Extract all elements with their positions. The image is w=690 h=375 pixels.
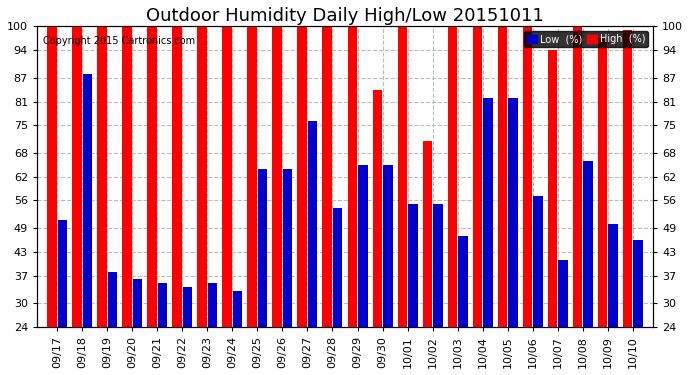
Bar [208,284,217,375]
Bar [533,196,543,375]
Bar [509,98,518,375]
Bar [584,161,593,375]
Bar [97,27,106,375]
Bar [433,204,443,375]
Bar [197,27,207,375]
Bar [523,27,532,375]
Bar [609,224,618,375]
Bar [483,98,493,375]
Bar [283,169,293,375]
Bar [397,27,407,375]
Bar [383,165,393,375]
Bar [297,27,307,375]
Bar [497,27,507,375]
Bar [183,287,193,375]
Bar [247,27,257,375]
Bar [408,204,417,375]
Bar [147,27,157,375]
Bar [158,284,167,375]
Bar [333,209,342,375]
Bar [233,291,242,375]
Bar [222,27,232,375]
Bar [633,240,643,375]
Text: Copyright 2015 Cartronics.com: Copyright 2015 Cartronics.com [43,36,195,45]
Title: Outdoor Humidity Daily High/Low 20151011: Outdoor Humidity Daily High/Low 20151011 [146,7,544,25]
Bar [358,165,368,375]
Bar [573,27,582,375]
Bar [132,279,142,375]
Bar [273,27,282,375]
Bar [258,169,267,375]
Bar [458,236,468,375]
Bar [47,27,57,375]
Bar [122,27,132,375]
Bar [423,141,432,375]
Bar [348,27,357,375]
Bar [172,27,181,375]
Bar [448,27,457,375]
Bar [473,27,482,375]
Bar [623,30,633,375]
Bar [57,220,67,375]
Bar [83,74,92,375]
Bar [598,38,607,375]
Bar [72,27,81,375]
Bar [308,122,317,375]
Bar [108,272,117,375]
Bar [322,27,332,375]
Bar [558,260,568,375]
Bar [373,90,382,375]
Bar [548,50,558,375]
Legend: Low  (%), High  (%): Low (%), High (%) [524,32,648,47]
